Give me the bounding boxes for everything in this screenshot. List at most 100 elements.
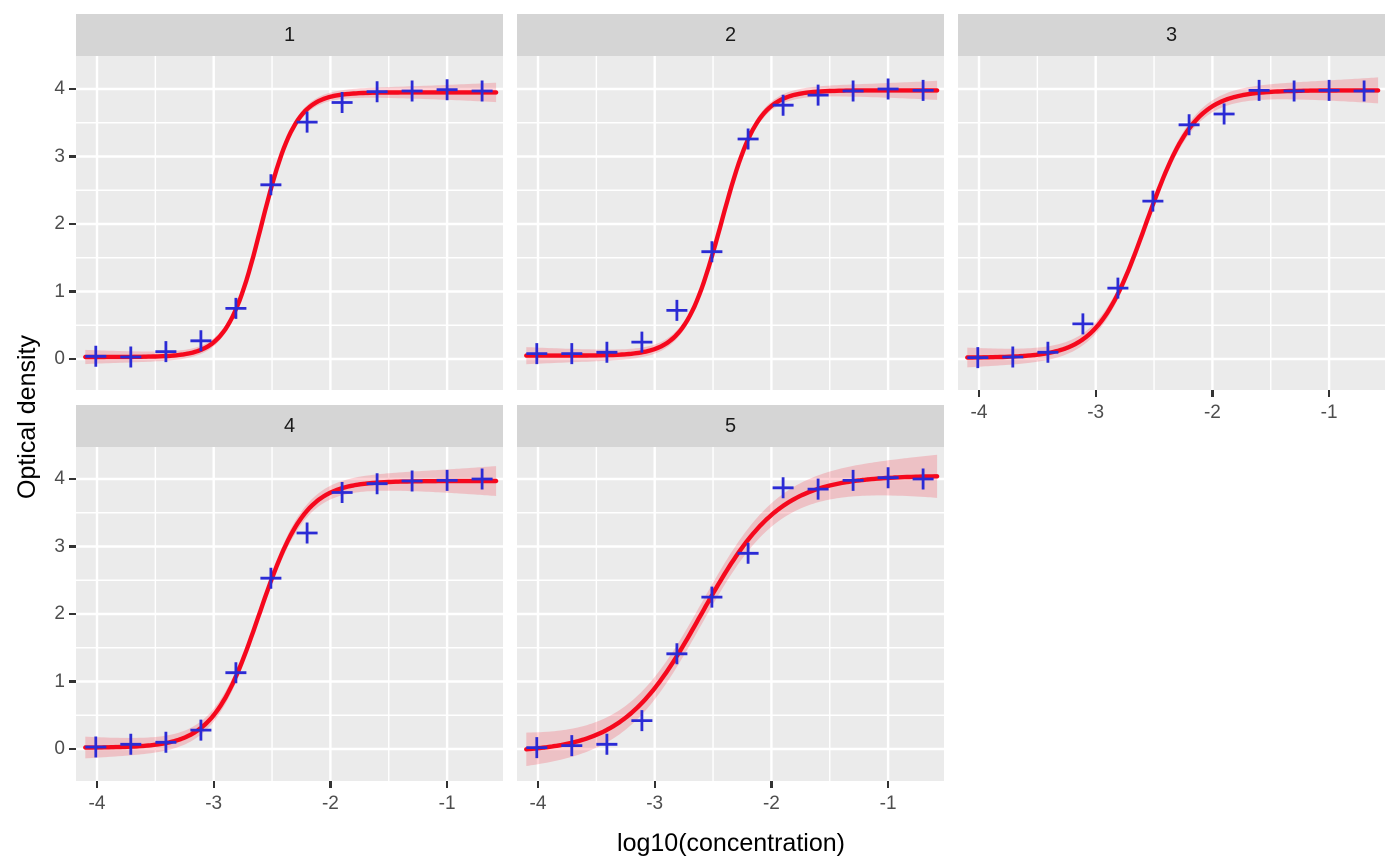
data-point-marker <box>225 662 247 684</box>
data-point-marker <box>366 473 388 495</box>
data-point-marker <box>296 111 318 133</box>
data-point-marker <box>190 719 212 741</box>
data-point-marker <box>260 567 282 589</box>
confidence-ribbon <box>526 454 938 766</box>
data-point-marker <box>1107 277 1129 299</box>
facet-panel <box>517 447 944 781</box>
data-point-marker <box>471 468 493 490</box>
data-point-marker <box>225 297 247 319</box>
y-tick-label: 1 <box>54 670 65 692</box>
facet-strip-label: 4 <box>283 414 296 437</box>
y-tick-mark <box>69 155 76 158</box>
data-point-marker <box>471 80 493 102</box>
facet-strip: 1 <box>76 14 503 56</box>
data-point-marker <box>631 331 653 353</box>
y-tick-mark <box>69 87 76 91</box>
grid-major <box>76 56 503 390</box>
data-point-marker <box>436 469 458 491</box>
data-point-marker <box>772 477 794 499</box>
x-tick-mark <box>1211 390 1214 397</box>
fit-line <box>83 478 499 750</box>
data-point-marker <box>737 128 759 150</box>
data-points <box>967 79 1375 369</box>
facet-strip: 4 <box>76 405 503 447</box>
y-tick-mark <box>69 222 76 226</box>
facet-strip: 3 <box>958 14 1385 56</box>
grid-major <box>517 56 944 390</box>
y-tick-label: 0 <box>54 738 65 759</box>
y-tick-mark <box>69 290 76 293</box>
facet-strip: 2 <box>517 14 944 56</box>
data-point-marker <box>1213 103 1235 125</box>
x-tick-label: -1 <box>1320 402 1338 423</box>
data-point-marker <box>120 733 142 755</box>
data-point-marker <box>596 341 618 363</box>
data-point-marker <box>190 330 212 352</box>
fit-line <box>965 88 1381 360</box>
x-tick-label: -1 <box>879 793 897 814</box>
x-tick-label: -3 <box>1087 402 1105 423</box>
x-tick-mark <box>977 390 981 397</box>
data-point-marker <box>1037 341 1059 363</box>
fit-line <box>524 474 940 752</box>
facet-strip-label: 2 <box>724 23 737 46</box>
facet-strip-label: 1 <box>283 23 296 46</box>
data-point-marker <box>401 80 423 102</box>
data-point-marker <box>737 542 759 564</box>
y-tick-label: 0 <box>54 348 65 369</box>
y-tick-label: 3 <box>54 535 65 557</box>
data-point-marker <box>85 736 107 758</box>
data-point-marker <box>1353 80 1375 102</box>
data-point-marker <box>331 482 353 503</box>
data-point-marker <box>666 643 688 665</box>
data-point-marker <box>877 467 899 489</box>
data-point-marker <box>1318 79 1340 101</box>
x-tick-mark <box>445 781 449 788</box>
data-point-marker <box>155 341 177 363</box>
data-point-marker <box>912 468 934 490</box>
data-point-marker <box>1178 114 1200 136</box>
facet-panel <box>517 56 944 390</box>
x-tick-label: -1 <box>438 793 456 814</box>
facet-panel <box>958 56 1385 390</box>
data-point-marker <box>561 343 583 365</box>
fit-line <box>83 90 499 360</box>
x-tick-label: -4 <box>970 402 988 423</box>
y-tick-mark <box>69 612 76 616</box>
x-tick-mark <box>95 781 99 788</box>
x-tick-mark <box>653 781 656 788</box>
data-point-marker <box>701 586 723 608</box>
data-point-marker <box>701 241 723 263</box>
x-tick-mark <box>770 781 773 788</box>
data-point-marker <box>85 345 107 367</box>
data-point-marker <box>666 299 688 321</box>
data-points <box>526 78 934 365</box>
x-tick-mark <box>1327 390 1331 397</box>
x-tick-mark <box>329 781 332 788</box>
grid-major <box>958 56 1385 390</box>
facet-panel <box>76 56 503 390</box>
grid-minor <box>958 56 1385 390</box>
data-point-marker <box>526 343 548 365</box>
data-point-marker <box>1002 346 1024 368</box>
data-point-marker <box>155 731 177 753</box>
x-tick-mark <box>886 781 890 788</box>
data-point-marker <box>260 174 282 196</box>
y-tick-mark <box>69 477 76 481</box>
data-point-marker <box>436 79 458 101</box>
data-point-marker <box>1142 190 1164 212</box>
x-tick-label: -2 <box>321 793 339 814</box>
data-point-marker <box>631 710 653 732</box>
data-point-marker <box>842 80 864 102</box>
x-tick-label: -2 <box>1203 402 1221 423</box>
data-point-marker <box>1283 80 1305 102</box>
data-point-marker <box>561 735 583 757</box>
data-point-marker <box>877 78 899 100</box>
y-tick-label: 4 <box>54 78 65 99</box>
data-point-marker <box>772 94 794 116</box>
x-tick-label: -2 <box>762 793 780 814</box>
data-point-marker <box>912 79 934 101</box>
data-point-marker <box>366 81 388 103</box>
x-tick-mark <box>1094 390 1097 397</box>
